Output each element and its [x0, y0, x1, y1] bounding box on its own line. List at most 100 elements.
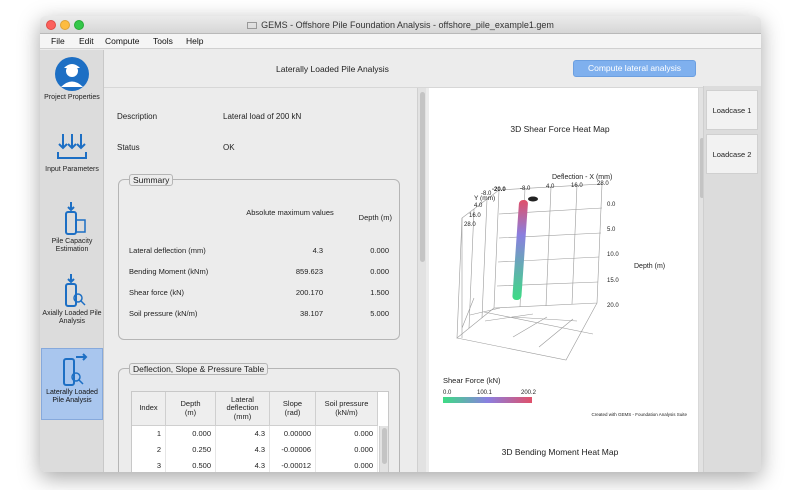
menu-compute[interactable]: Compute [105, 36, 140, 46]
y-tick: -8.0 [481, 191, 492, 197]
summary-row-depth: 5.000 [370, 309, 389, 318]
results-scrollbar[interactable] [417, 88, 426, 472]
heatmap-title: 3D Shear Force Heat Map [510, 124, 610, 134]
table-cell: -0.00012 [270, 458, 316, 472]
lateral-pile-icon [63, 353, 88, 386]
heatmap2-title: 3D Bending Moment Heat Map [501, 447, 619, 457]
z-tick: 0.0 [607, 202, 616, 208]
z-tick: 15.0 [607, 278, 619, 284]
summary-col-value: Absolute maximum values [246, 208, 334, 217]
page-title: Laterally Loaded Pile Analysis [276, 64, 389, 74]
x-tick: -8.0 [520, 186, 531, 192]
pile-shape [512, 200, 528, 300]
menu-bar: File Edit Compute Tools Help [40, 34, 761, 49]
summary-col-depth: Depth (m) [358, 213, 392, 222]
x-axis-label: Deflection - X (mm) [552, 174, 612, 181]
z-tick: 20.0 [607, 303, 619, 309]
deflection-table: Index Depth (m) Lateral deflection (mm) … [131, 391, 389, 472]
table-cell: 3 [132, 458, 166, 472]
table-cell: 0.250 [166, 442, 216, 458]
heatmap-scrollbar-thumb[interactable] [700, 138, 704, 198]
summary-row-depth: 1.500 [370, 288, 389, 297]
deflection-table-group: Deflection, Slope & Pressure Table Index… [118, 363, 400, 472]
table-cell: 1 [132, 426, 166, 442]
minimize-window-button[interactable] [60, 20, 70, 30]
summary-row-value: 200.170 [295, 288, 323, 297]
x-tick: 16.0 [571, 183, 583, 189]
app-window: GEMS - Offshore Pile Foundation Analysis… [40, 16, 761, 472]
heatmap-axes [456, 183, 603, 361]
table-header-index[interactable]: Index [132, 392, 166, 426]
results-panel: Description Lateral load of 200 kN Statu… [104, 88, 417, 472]
compute-lateral-analysis-button[interactable]: Compute lateral analysis [573, 60, 696, 77]
sidebar-item-label: Input Parameters [45, 166, 99, 173]
tab-loadcase-1[interactable]: Loadcase 1 [706, 90, 758, 130]
sidebar-item-label: Project Properties [44, 94, 100, 101]
close-window-button[interactable] [46, 20, 56, 30]
sidebar-item-label: Laterally Loaded Pile Analysis [46, 389, 98, 404]
summary-row-depth: 0.000 [370, 267, 389, 276]
z-tick: 5.0 [607, 227, 616, 233]
summary-row-label: Soil pressure (kN/m) [129, 309, 198, 318]
menu-help[interactable]: Help [186, 36, 204, 46]
summary-row-value: 38.107 [300, 309, 323, 318]
description-label: Description [117, 112, 158, 121]
y-tick: 16.0 [469, 213, 481, 219]
table-header-deflection[interactable]: Lateral deflection (mm) [216, 392, 270, 426]
sidebar-item-pile-capacity[interactable]: Pile Capacity Estimation [41, 200, 103, 264]
x-tick: -20.0 [492, 187, 506, 193]
pile-top [528, 196, 538, 202]
document-icon [247, 22, 258, 29]
table-cell: -0.00006 [270, 442, 316, 458]
status-label: Status [117, 143, 140, 152]
sidebar-item-input-parameters[interactable]: Input Parameters [41, 128, 103, 184]
summary-group: Summary Absolute maximum values Depth (m… [118, 174, 400, 340]
table-header-soil-pressure[interactable]: Soil pressure (kN/m) [316, 392, 378, 426]
shear-force-heatmap[interactable]: Deflection - X (mm) -20.0 -8.0 4.0 16.0 … [429, 88, 702, 472]
table-cell: 4.3 [216, 442, 270, 458]
heatmap-scrollbar[interactable] [698, 88, 704, 472]
table-scrollbar[interactable] [379, 426, 388, 472]
sidebar-item-lateral-analysis[interactable]: Laterally Loaded Pile Analysis [41, 348, 103, 420]
heatmap-panel: 3D Shear Force Heat Map [429, 88, 702, 472]
sidebar-item-axial-analysis[interactable]: Axially Loaded Pile Analysis [41, 272, 103, 342]
description-value: Lateral load of 200 kN [223, 112, 302, 121]
table-header-depth[interactable]: Depth (m) [166, 392, 216, 426]
sidebar-item-label: Axially Loaded Pile Analysis [42, 310, 102, 325]
pile-capacity-icon [65, 202, 86, 235]
sidebar-item-project-properties[interactable]: Project Properties [41, 56, 103, 112]
summary-row-value: 4.3 [312, 246, 323, 255]
legend-tick: 100.1 [477, 390, 493, 396]
table-cell: 0.000 [166, 426, 216, 442]
x-tick: 4.0 [546, 184, 555, 190]
summary-row-depth: 0.000 [370, 246, 389, 255]
y-axis-label: Y (mm) [474, 195, 495, 202]
status-value: OK [223, 143, 235, 152]
menu-edit[interactable]: Edit [79, 36, 94, 46]
panel-header: Laterally Loaded Pile Analysis Compute l… [104, 50, 703, 88]
menu-tools[interactable]: Tools [153, 36, 173, 46]
axial-pile-icon [65, 274, 86, 307]
menu-file[interactable]: File [51, 36, 65, 46]
deflection-table-title: Deflection, Slope & Pressure Table [129, 363, 269, 375]
results-scrollbar-thumb[interactable] [420, 92, 425, 262]
sidebar-item-label: Pile Capacity Estimation [51, 238, 93, 253]
engineer-icon [55, 57, 89, 91]
y-tick: 4.0 [474, 203, 483, 209]
title-bar: GEMS - Offshore Pile Foundation Analysis… [40, 16, 761, 34]
legend-colorbar [443, 397, 532, 403]
legend-title: Shear Force (kN) [443, 376, 501, 385]
sidebar: Project Properties Input Parameters Pile… [40, 50, 104, 472]
summary-row-label: Bending Moment (kNm) [129, 267, 209, 276]
tab-loadcase-2[interactable]: Loadcase 2 [706, 134, 758, 174]
summary-row-label: Shear force (kN) [129, 288, 185, 297]
input-parameters-icon [57, 134, 87, 159]
maximize-window-button[interactable] [74, 20, 84, 30]
summary-row-label: Lateral deflection (mm) [129, 246, 206, 255]
summary-row-value: 859.623 [295, 267, 323, 276]
table-cell: 2 [132, 442, 166, 458]
table-cell: 0.000 [316, 458, 378, 472]
z-axis-label: Depth (m) [634, 263, 665, 270]
table-header-slope[interactable]: Slope (rad) [270, 392, 316, 426]
table-scrollbar-thumb[interactable] [382, 428, 387, 464]
